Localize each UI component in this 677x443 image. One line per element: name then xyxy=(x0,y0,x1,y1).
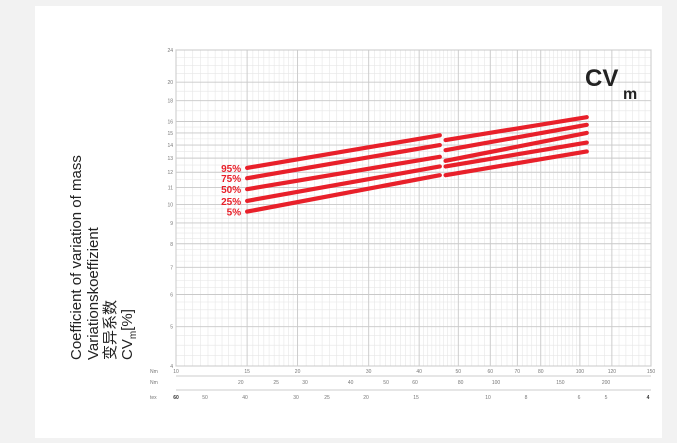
x-tick-label-tex: 25 xyxy=(324,395,330,401)
x-tick-label-tex: 50 xyxy=(202,395,208,401)
x-tick-label-nm: 30 xyxy=(366,369,372,375)
series-label: 95% xyxy=(221,164,241,175)
series-line-95pct-seg0 xyxy=(245,133,442,170)
series-line-25pct-seg0 xyxy=(245,164,442,204)
x-tick-label-tex: 30 xyxy=(293,395,299,401)
series-line-25pct-seg1 xyxy=(443,140,589,169)
x-tick-label-nm2: 25 xyxy=(273,380,279,386)
y-tick-label: 5 xyxy=(170,325,173,331)
x-tick-label-tex: 15 xyxy=(413,395,419,401)
x-tick-label-tex: 10 xyxy=(485,395,491,401)
x-tick-label-nm: 20 xyxy=(295,369,301,375)
x-tick-label-tex: 4 xyxy=(647,395,650,401)
x-tick-label-nm: 80 xyxy=(538,369,544,375)
x-tick-label-tex: 8 xyxy=(525,395,528,401)
y-tick-label: 4 xyxy=(170,364,173,370)
y-tick-label: 8 xyxy=(170,242,173,248)
series-line-75pct-seg1 xyxy=(443,122,589,153)
series-line-75pct-seg0 xyxy=(245,142,442,181)
series-label: 50% xyxy=(221,185,241,196)
x-axis-label-nm2: Nm xyxy=(150,380,158,386)
y-tick-label: 16 xyxy=(167,120,173,126)
x-tick-label-nm: 50 xyxy=(456,369,462,375)
x-tick-label-tex: 20 xyxy=(363,395,369,401)
series-line-50pct-seg0 xyxy=(245,154,442,192)
y-tick-label: 11 xyxy=(168,186,173,192)
y-tick-label: 24 xyxy=(167,48,173,54)
y-tick-label: 7 xyxy=(170,265,173,271)
x-tick-label-tex: 40 xyxy=(242,395,248,401)
y-tick-label: 9 xyxy=(170,221,173,227)
x-tick-label-nm2: 80 xyxy=(458,380,464,386)
x-axis-label-tex: tex xyxy=(150,395,157,401)
x-tick-label-nm: 10 xyxy=(173,369,179,375)
x-tick-label-nm: 60 xyxy=(487,369,493,375)
x-tick-label-nm: 150 xyxy=(647,369,656,375)
x-tick-label-nm: 70 xyxy=(515,369,521,375)
x-tick-label-tex: 60 xyxy=(173,395,179,401)
x-tick-label-nm2: 40 xyxy=(348,380,354,386)
series-line-50pct-seg1 xyxy=(443,130,589,163)
x-tick-label-nm2: 20 xyxy=(238,380,244,386)
chart-title-subscript: m xyxy=(623,86,637,103)
series-line-5pct-seg0 xyxy=(245,173,442,214)
x-tick-label-nm2: 30 xyxy=(302,380,308,386)
x-tick-label-nm: 100 xyxy=(576,369,585,375)
series-label: 75% xyxy=(221,174,241,185)
x-tick-label-nm2: 200 xyxy=(602,380,611,386)
y-tick-label: 20 xyxy=(167,80,173,86)
x-tick-label-nm2: 100 xyxy=(492,380,501,386)
x-tick-label-nm: 15 xyxy=(244,369,250,375)
y-tick-label: 18 xyxy=(167,99,173,105)
x-tick-label-tex: 5 xyxy=(605,395,608,401)
x-tick-label-nm2: 60 xyxy=(412,380,418,386)
y-tick-label: 10 xyxy=(167,202,173,208)
x-tick-label-nm: 40 xyxy=(416,369,422,375)
y-tick-label: 13 xyxy=(167,156,173,162)
chart-title: CV xyxy=(585,65,618,92)
series-line-5pct-seg1 xyxy=(443,149,589,178)
x-tick-label-tex: 6 xyxy=(578,395,581,401)
series-label: 5% xyxy=(227,208,242,219)
series-label: 25% xyxy=(221,197,241,208)
x-axis-label-nm: Nm xyxy=(150,369,158,375)
y-tick-label: 14 xyxy=(167,143,173,149)
x-tick-label-nm2: 150 xyxy=(556,380,565,386)
y-tick-label: 12 xyxy=(167,170,173,176)
y-tick-label: 6 xyxy=(170,292,173,298)
y-tick-label: 15 xyxy=(167,131,173,137)
x-tick-label-nm: 120 xyxy=(608,369,617,375)
series-line-95pct-seg1 xyxy=(443,115,589,143)
x-tick-label-nm2: 50 xyxy=(383,380,389,386)
